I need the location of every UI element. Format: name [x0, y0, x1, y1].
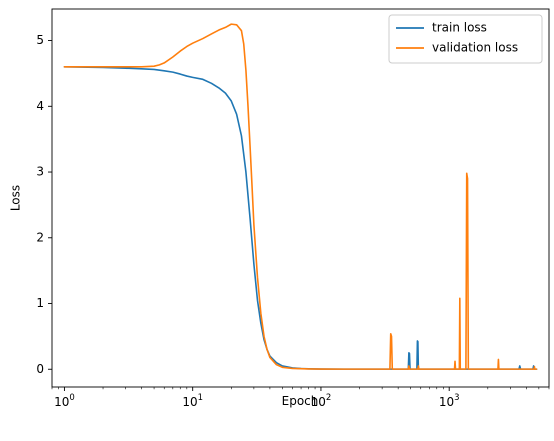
- y-tick-label-1: 1: [36, 296, 44, 310]
- legend-frame: [388, 14, 543, 64]
- y-axis-label: Loss: [9, 185, 23, 211]
- legend-label-train-loss: train loss: [432, 21, 487, 35]
- x-tick-label-2: 102: [311, 393, 332, 409]
- y-tick-label-5: 5: [36, 33, 44, 47]
- x-tick-label-exponent: 3: [454, 393, 459, 403]
- lines-layer: [63, 23, 538, 370]
- y-tick-label-0: 0: [36, 362, 44, 376]
- x-tick-label-exponent: 1: [198, 393, 203, 403]
- x-tick-label-3: 103: [439, 393, 460, 409]
- series-line-validation-loss: [63, 23, 538, 370]
- y-tick-label-3: 3: [36, 165, 44, 179]
- x-tick-label-base: 10: [439, 395, 454, 409]
- x-tick-label-base: 10: [54, 395, 69, 409]
- plot-frame: [51, 8, 550, 388]
- x-tick-label-base: 10: [311, 395, 326, 409]
- x-tick-label-1: 101: [182, 393, 203, 409]
- y-tick-label-4: 4: [36, 99, 44, 113]
- x-tick-label-exponent: 0: [69, 393, 74, 403]
- x-tick-label-0: 100: [54, 393, 75, 409]
- x-tick-label-exponent: 2: [326, 393, 331, 403]
- x-tick-label-base: 10: [182, 395, 197, 409]
- y-tick-label-2: 2: [36, 230, 44, 244]
- x-axis-label: Epoch: [282, 394, 319, 408]
- legend-label-validation-loss: validation loss: [432, 41, 518, 55]
- legend: train loss validation loss: [388, 14, 543, 64]
